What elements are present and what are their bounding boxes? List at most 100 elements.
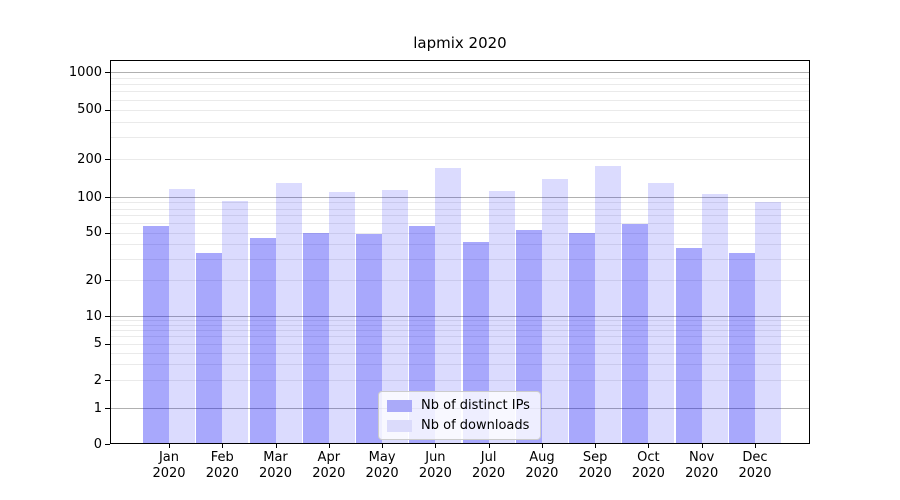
gridline-minor [110,380,810,382]
ytick-label: 0 [93,436,102,452]
xtick-label: Oct 2020 [631,450,665,481]
gridline-minor [110,109,810,111]
gridline-major [110,316,810,317]
gridline-minor [110,223,810,225]
legend-item: Nb of downloads [387,418,530,433]
ytick-mark [105,72,110,73]
ytick-label: 200 [77,151,102,167]
ytick-mark [105,109,110,111]
xtick-label: Jul 2020 [472,450,506,481]
legend-item: Nb of distinct IPs [387,398,530,413]
gridline-major [110,197,810,198]
ytick-label: 10 [85,308,102,324]
xtick-label: Mar 2020 [258,450,293,481]
xtick-mark [755,444,756,448]
ytick-label: 1 [93,400,102,416]
plot-area: Nb of distinct IPs Nb of downloads [110,60,810,444]
bar-distinct-ips [196,252,223,444]
gridline-minor [110,208,810,210]
bar-distinct-ips [143,226,169,444]
gridline-minor [110,159,810,161]
ytick-label: 500 [77,102,102,118]
bar-distinct-ips [675,248,702,444]
bar-distinct-ips [569,232,596,444]
gridline-minor [110,91,810,93]
chart-title: lapmix 2020 [413,34,507,52]
gridline-minor [110,343,810,345]
ytick-mark [105,159,110,161]
xtick-mark [541,444,543,448]
ytick-label: 2 [93,372,102,388]
gridline-minor [110,324,810,326]
ytick-label: 20 [85,272,102,288]
legend-label: Nb of downloads [421,418,530,433]
gridline-minor [110,336,810,338]
bar-distinct-ips [729,252,755,444]
gridline-minor [110,330,810,332]
xtick-mark [435,444,437,448]
gridline-minor [110,280,810,282]
xtick-label: Jan 2020 [152,450,186,481]
bar-downloads [222,200,249,444]
xtick-label: Apr 2020 [312,450,346,481]
ytick-mark [105,444,110,445]
gridline-minor [110,320,810,322]
bar-downloads [648,182,675,444]
bar-distinct-ips [302,232,329,444]
xtick-mark [275,444,277,448]
legend-swatch-icon [387,399,412,412]
gridline-minor [110,352,810,354]
xtick-mark [488,444,490,448]
xtick-mark [648,444,650,448]
gridline-minor [110,77,810,79]
bar-downloads [701,194,728,444]
ytick-mark [105,316,110,317]
ytick-mark [105,380,110,382]
bar-distinct-ips [622,224,649,444]
gridline-minor [110,137,810,139]
xtick-label: May 2020 [365,450,399,481]
bar-downloads [755,202,781,444]
gridline-minor [110,215,810,217]
xtick-mark [701,444,703,448]
gridline-minor [110,244,810,246]
xtick-label: Dec 2020 [738,450,772,481]
ytick-label: 5 [93,336,102,352]
gridline-minor [110,121,810,123]
gridline-minor [110,202,810,204]
ytick-label: 50 [85,225,102,241]
xtick-mark [222,444,224,448]
xtick-mark [382,444,384,448]
gridline-major [110,72,810,73]
xtick-label: Sep 2020 [578,450,612,481]
xtick-label: Jun 2020 [418,450,452,481]
xtick-label: Nov 2020 [685,450,719,481]
ytick-mark [105,408,110,409]
ytick-label: 1000 [68,64,102,80]
gridline-minor [110,364,810,366]
bar-downloads [275,182,302,444]
bar-downloads [169,188,195,444]
ytick-mark [105,280,110,282]
xtick-mark [595,444,597,448]
gridline-minor [110,84,810,86]
legend-label: Nb of distinct IPs [421,398,530,413]
xtick-mark [328,444,330,448]
bar-downloads [541,178,568,444]
xtick-mark [169,444,170,448]
gridline-minor [110,232,810,234]
legend: Nb of distinct IPs Nb of downloads [378,391,541,440]
legend-swatch-icon [387,419,412,432]
bar-distinct-ips [356,233,383,444]
gridline-minor [110,99,810,101]
ytick-mark [105,232,110,234]
xtick-label: Feb 2020 [205,450,239,481]
gridline-minor [110,259,810,261]
ytick-label: 100 [77,189,102,205]
ytick-mark [105,197,110,198]
bar-downloads [595,165,622,444]
ytick-mark [105,343,110,345]
bar-downloads [328,191,355,444]
bar-distinct-ips [249,238,276,444]
